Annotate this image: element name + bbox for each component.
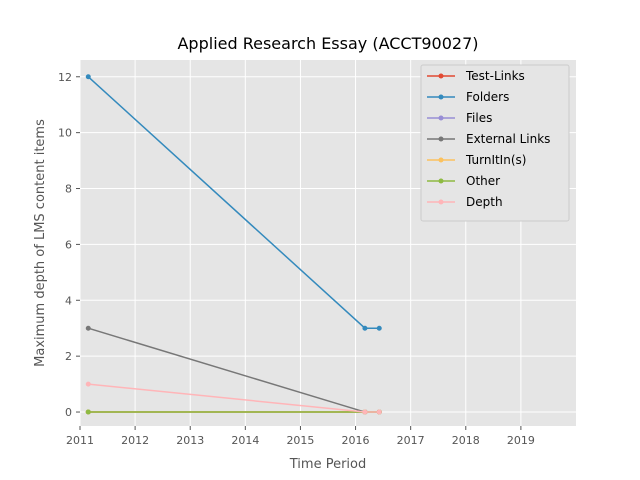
data-point-depth xyxy=(85,381,91,387)
x-tick-label: 2013 xyxy=(176,434,204,447)
data-point-depth xyxy=(376,409,382,415)
y-tick-label: 8 xyxy=(65,183,72,196)
series-depth xyxy=(85,381,382,415)
x-tick-label: 2018 xyxy=(452,434,480,447)
legend-label-files: Files xyxy=(466,111,492,125)
legend-marker-turnitin-s xyxy=(438,157,444,163)
y-tick-label: 2 xyxy=(65,350,72,363)
data-point-depth xyxy=(362,409,368,415)
legend-marker-depth xyxy=(438,199,444,205)
legend-marker-external-links xyxy=(438,136,444,142)
x-axis-ticks: 2011 2012 2013 2014 2015 2016 2017 2018 2019 xyxy=(66,426,535,447)
legend-label-folders: Folders xyxy=(466,90,509,104)
x-tick-label: 2011 xyxy=(66,434,94,447)
series-folders xyxy=(85,74,382,331)
x-tick-label: 2019 xyxy=(507,434,535,447)
legend-marker-folders xyxy=(438,94,444,100)
x-tick-label: 2014 xyxy=(231,434,259,447)
legend-marker-test-links xyxy=(438,73,444,79)
y-axis-ticks: 0 2 4 6 8 10 12 xyxy=(58,71,80,419)
y-axis-label: Maximum depth of LMS content items xyxy=(33,119,48,367)
y-tick-label: 6 xyxy=(65,238,72,251)
y-tick-label: 4 xyxy=(65,294,72,307)
series-layer xyxy=(85,74,382,415)
legend-label-test-links: Test-Links xyxy=(465,69,525,83)
data-point-folders xyxy=(362,325,368,331)
y-tick-label: 12 xyxy=(58,71,72,84)
x-tick-label: 2012 xyxy=(121,434,149,447)
legend-label-turnitin-s: TurnItIn(s) xyxy=(465,153,526,167)
legend-label-depth: Depth xyxy=(466,195,503,209)
data-point-external-links xyxy=(85,325,91,331)
legend-box xyxy=(420,64,570,222)
x-axis-label: Time Period xyxy=(289,457,366,472)
chart-title: Applied Research Essay (ACCT90027) xyxy=(177,34,478,53)
y-tick-label: 10 xyxy=(58,127,72,140)
x-tick-label: 2015 xyxy=(286,434,314,447)
legend-label-other: Other xyxy=(466,174,500,188)
legend: Test-Links Folders Files External Links Turn… xyxy=(420,64,570,222)
legend-marker-files xyxy=(438,115,444,121)
data-point-folders xyxy=(376,325,382,331)
x-tick-label: 2016 xyxy=(342,434,370,447)
y-tick-label: 0 xyxy=(65,406,72,419)
x-tick-label: 2017 xyxy=(397,434,425,447)
legend-marker-other xyxy=(438,178,444,184)
legend-label-external-links: External Links xyxy=(466,132,550,146)
data-point-folders xyxy=(85,74,91,80)
data-point-other xyxy=(85,409,91,415)
